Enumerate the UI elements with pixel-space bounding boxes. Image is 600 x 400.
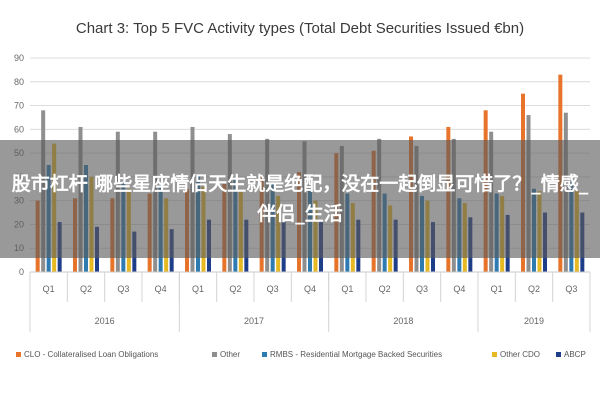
overlay-banner: 股市杠杆 哪些星座情侣天生就是绝配，没在一起倒显可惜了？_情感_伴侣_生活 — [0, 140, 600, 258]
x-tick-label: Q2 — [80, 284, 92, 294]
x-axis: Q1 Q2 Q3 Q4 Q1 Q2 Q3 Q4 Q1 Q2 Q3 Q4 Q1 Q2 Q3 2016 2017 20… — [29, 271, 591, 332]
legend-label: Other — [220, 350, 240, 359]
legend-swatch — [212, 352, 217, 357]
x-tick-label: Q2 — [528, 284, 540, 294]
x-tick-label: Q1 — [491, 284, 503, 294]
x-tick-label: Q3 — [267, 284, 279, 294]
x-tick-label: Q1 — [192, 284, 204, 294]
x-group-label: 2019 — [524, 316, 544, 326]
legend-label: RMBS - Residential Mortgage Backed Secur… — [270, 350, 442, 359]
y-tick-label: 0 — [19, 267, 24, 277]
overlay-text: 股市杠杆 哪些星座情侣天生就是绝配，没在一起倒显可惜了？_情感_伴侣_生活 — [11, 173, 589, 225]
y-tick-label: 60 — [14, 124, 24, 134]
legend-swatch — [262, 352, 267, 357]
x-tick-label: Q4 — [304, 284, 316, 294]
legend-label: Other CDO — [500, 350, 540, 359]
x-tick-label: Q3 — [117, 284, 129, 294]
legend-swatch — [556, 352, 561, 357]
legend-label: CLO - Collateralised Loan Obligations — [24, 350, 158, 359]
x-group-label: 2017 — [244, 316, 264, 326]
y-tick-label: 80 — [14, 77, 24, 87]
chart-title: Chart 3: Top 5 FVC Activity types (Total… — [76, 20, 524, 37]
x-tick-label: Q4 — [155, 284, 167, 294]
x-tick-label: Q3 — [565, 284, 577, 294]
legend-swatch — [16, 352, 21, 357]
x-tick-label: Q2 — [379, 284, 391, 294]
x-group-label: 2018 — [393, 316, 413, 326]
x-tick-label: Q2 — [229, 284, 241, 294]
legend: CLO - Collateralised Loan Obligations Oth… — [16, 350, 586, 359]
x-tick-label: Q1 — [43, 284, 55, 294]
y-tick-label: 70 — [14, 101, 24, 111]
x-group-label: 2016 — [95, 316, 115, 326]
x-tick-label: Q1 — [341, 284, 353, 294]
x-tick-label: Q3 — [416, 284, 428, 294]
y-tick-label: 90 — [14, 53, 24, 63]
legend-swatch — [492, 352, 497, 357]
x-tick-label: Q4 — [453, 284, 465, 294]
legend-label: ABCP — [564, 350, 586, 359]
